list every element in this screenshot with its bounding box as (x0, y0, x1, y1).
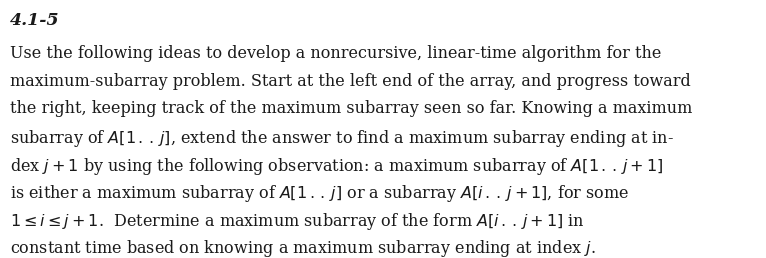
Text: the right, keeping track of the maximum subarray seen so far. Knowing a maximum: the right, keeping track of the maximum … (10, 100, 692, 117)
Text: subarray of $A[1\,.\,.\,j]$, extend the answer to find a maximum subarray ending: subarray of $A[1\,.\,.\,j]$, extend the … (10, 128, 674, 149)
Text: dex $j+1$ by using the following observation: a maximum subarray of $A[1\,.\,.\,: dex $j+1$ by using the following observa… (10, 156, 663, 176)
Text: maximum-subarray problem. Start at the left end of the array, and progress towar: maximum-subarray problem. Start at the l… (10, 73, 691, 90)
Text: constant time based on knowing a maximum subarray ending at index $j$.: constant time based on knowing a maximum… (10, 238, 596, 258)
Text: $1 \leq i \leq j + 1$.  Determine a maximum subarray of the form $A[i\,.\,.\,j +: $1 \leq i \leq j + 1$. Determine a maxim… (10, 211, 584, 232)
Text: is either a maximum subarray of $A[1\,.\,.\,j]$ or a subarray $A[i\,.\,.\,j + 1]: is either a maximum subarray of $A[1\,.\… (10, 183, 629, 204)
Text: 4.1-5: 4.1-5 (10, 12, 60, 29)
Text: Use the following ideas to develop a nonrecursive, linear-time algorithm for the: Use the following ideas to develop a non… (10, 45, 661, 62)
